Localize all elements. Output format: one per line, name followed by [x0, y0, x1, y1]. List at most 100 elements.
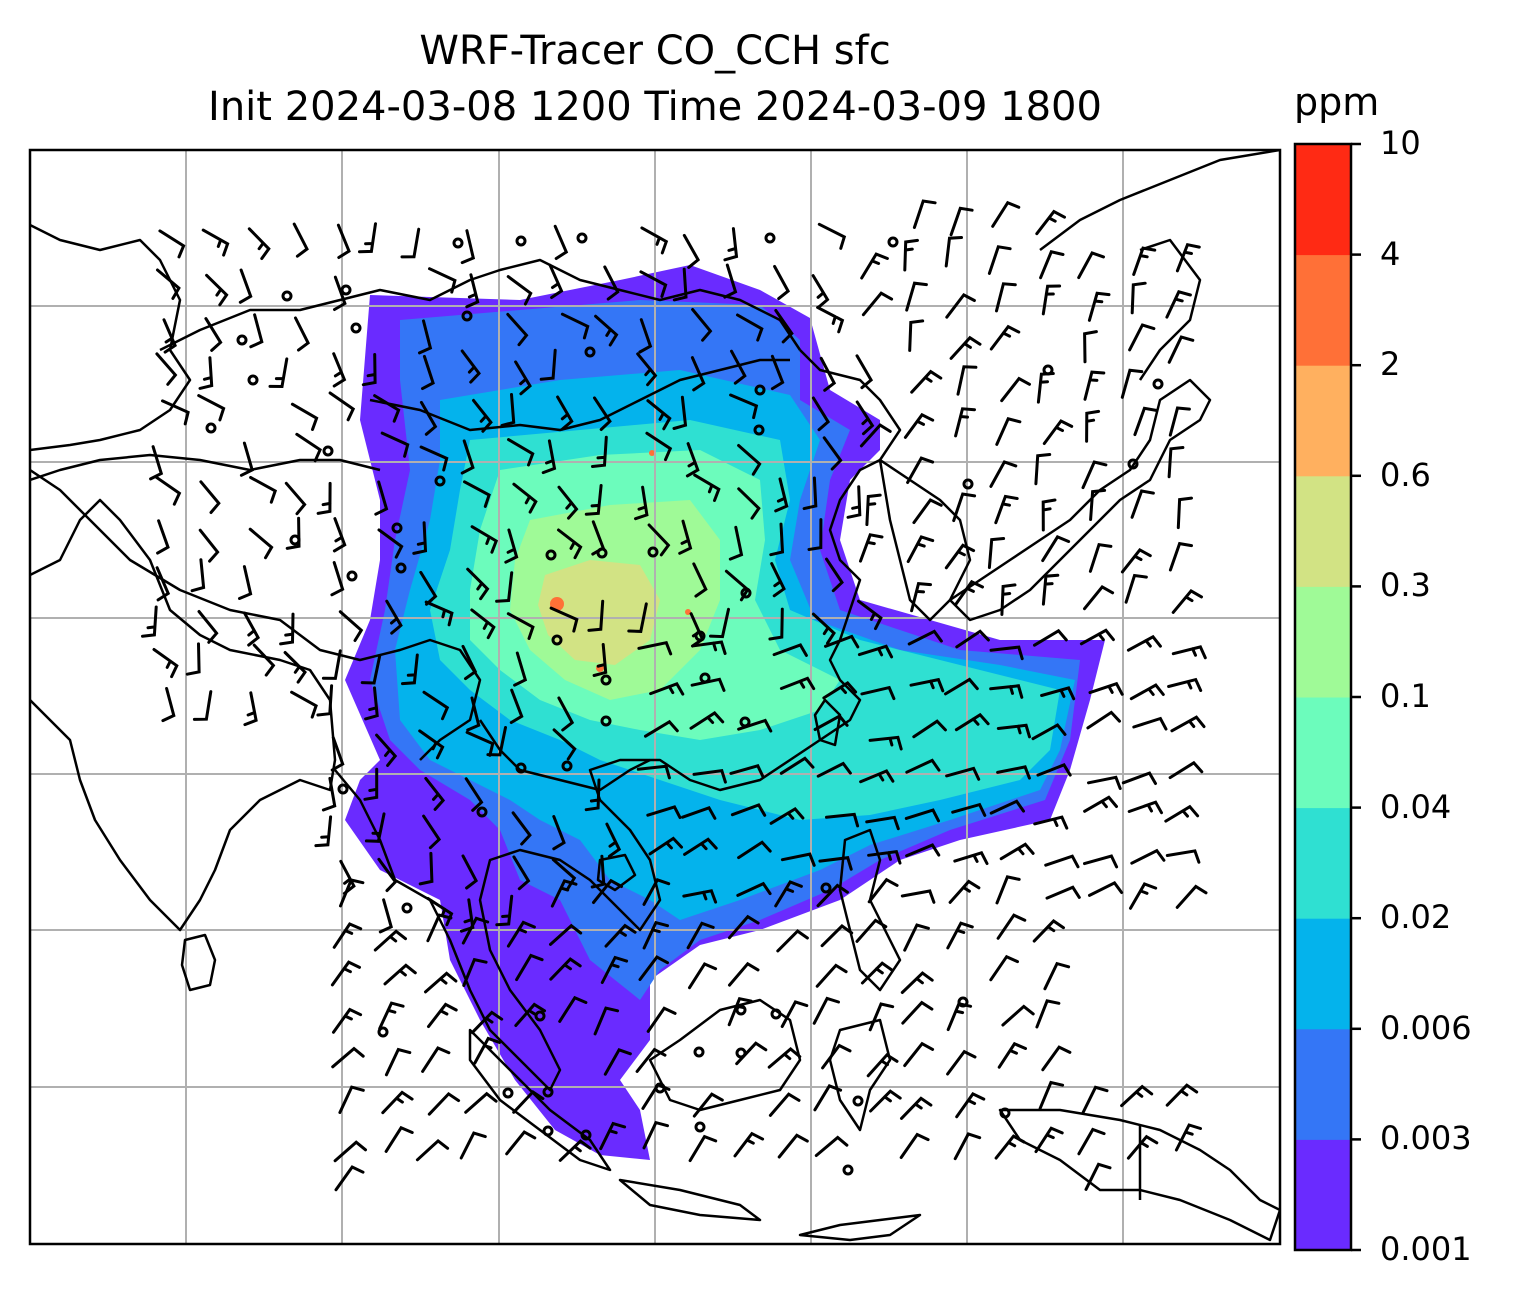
wind-barb — [556, 395, 574, 431]
wind-barb — [328, 391, 356, 422]
tracer-concentration-field — [345, 265, 1105, 1160]
wind-barb — [292, 222, 309, 258]
wind-barb — [197, 610, 219, 644]
map-title-line1: WRF-Tracer CO_CCH sfc — [419, 28, 891, 74]
wind-barb — [860, 961, 894, 985]
wind-barb — [459, 1131, 487, 1160]
wind-barb — [333, 1140, 367, 1163]
wind-barb — [421, 1046, 451, 1073]
wind-barb — [507, 438, 535, 467]
wind-barb — [361, 353, 377, 387]
wind-barb — [1035, 209, 1066, 236]
wind-barb — [737, 487, 761, 520]
wind-barb — [162, 318, 177, 354]
wind-barb — [825, 812, 860, 828]
wind-barb — [772, 643, 808, 657]
wind-barb — [249, 476, 278, 504]
wind-barb — [635, 1047, 667, 1073]
wind-barb — [678, 519, 693, 555]
wind-barb — [505, 1130, 537, 1156]
wind-barb — [373, 394, 401, 423]
wind-barb — [989, 799, 1025, 815]
wind-barb — [822, 681, 858, 700]
wind-barb — [1041, 284, 1062, 316]
wind-barb — [811, 612, 836, 645]
wind-barb — [945, 292, 976, 319]
map-frame — [28, 148, 1282, 1246]
wind-barb — [999, 842, 1035, 861]
wind-barb — [553, 224, 569, 260]
wind-barb — [646, 1006, 677, 1033]
wind-barb — [192, 690, 213, 721]
wind-barb — [736, 881, 772, 897]
wind-barb — [384, 1125, 414, 1153]
calm-wind-marker — [322, 445, 334, 457]
coastline-china-east — [799, 349, 902, 742]
wind-barb — [1089, 488, 1107, 521]
wind-barb — [1083, 854, 1119, 869]
wind-barb — [737, 840, 772, 860]
calm-wind-marker — [600, 674, 612, 686]
wind-barb — [727, 914, 760, 940]
wind-barb — [460, 229, 476, 265]
wind-barb — [1041, 535, 1071, 563]
wind-barb — [944, 677, 979, 696]
wind-barb — [955, 629, 990, 649]
wind-barb — [989, 684, 1024, 699]
wind-barb — [314, 815, 333, 848]
wind-barb — [824, 634, 860, 649]
wind-barb — [861, 291, 894, 317]
coastline-sulawesi — [828, 1018, 892, 1132]
wind-barb — [859, 533, 884, 563]
wind-barb — [903, 412, 935, 439]
wind-barb — [1044, 854, 1080, 869]
wind-barb — [549, 923, 583, 946]
colorbar-swatch — [1295, 807, 1351, 919]
wind-barb — [860, 685, 896, 701]
wind-barb — [591, 435, 608, 468]
wind-barb — [316, 684, 334, 717]
wind-barb — [243, 691, 258, 727]
wind-barb — [247, 227, 271, 260]
wind-barb — [424, 971, 458, 994]
calm-wind-marker — [395, 562, 407, 574]
wind-barb — [548, 263, 564, 299]
wind-barb — [422, 690, 450, 721]
wind-barb — [780, 852, 816, 867]
wind-barb — [604, 923, 637, 948]
wind-barb — [954, 712, 990, 732]
wind-barb — [141, 605, 158, 638]
wind-barb — [377, 528, 404, 559]
wind-barb — [549, 957, 582, 981]
wind-barb — [333, 275, 347, 311]
wind-barb — [426, 913, 453, 943]
wind-barb — [506, 312, 529, 347]
calm-wind-marker — [647, 546, 659, 558]
wind-barb — [424, 776, 446, 811]
wind-barb — [552, 815, 566, 851]
calm-wind-marker — [999, 1107, 1011, 1119]
colorbar-swatch — [1295, 144, 1351, 256]
wind-barb — [1043, 961, 1071, 991]
wind-barb — [1085, 409, 1101, 443]
calm-wind-marker — [542, 1125, 554, 1137]
wind-barb — [646, 805, 682, 820]
wind-barb — [641, 1082, 671, 1110]
wind-barb — [152, 648, 179, 679]
wind-barb — [1083, 330, 1098, 364]
wind-barb — [1084, 1162, 1112, 1191]
wind-barb — [338, 610, 364, 642]
wind-barb — [818, 856, 853, 871]
wind-barb — [380, 431, 410, 458]
wind-barb — [599, 1121, 627, 1151]
wind-barb — [688, 1134, 718, 1163]
wind-barb — [461, 854, 479, 890]
wind-barb — [1033, 628, 1068, 647]
wind-barb — [811, 396, 831, 432]
wind-barb — [867, 877, 899, 904]
wind-barb — [473, 1036, 502, 1065]
wind-barb — [1120, 547, 1152, 574]
wind-barb — [330, 960, 361, 987]
wind-barb — [385, 599, 403, 635]
wind-barb — [422, 814, 442, 850]
